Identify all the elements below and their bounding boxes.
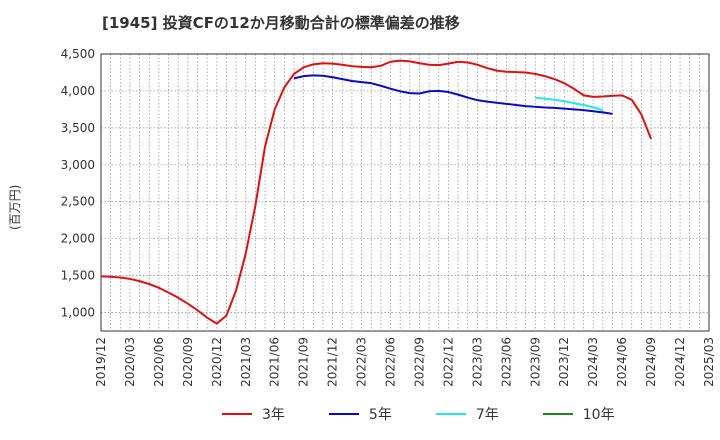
x-tick-label: 2023/12 bbox=[557, 337, 571, 387]
legend-swatch-5y bbox=[328, 413, 359, 415]
legend-label-7y: 7年 bbox=[475, 407, 499, 423]
series-line-1 bbox=[100, 59, 653, 325]
y-tick-label: 3,500 bbox=[61, 121, 95, 135]
x-tick-label: 2022/03 bbox=[355, 337, 369, 387]
x-tick-label: 2024/06 bbox=[615, 337, 629, 387]
chart-title: [1945] 投資CFの12か月移動合計の標準偏差の推移 bbox=[102, 14, 460, 32]
legend-item-5y: 5年 bbox=[328, 404, 392, 424]
y-tick-label: 1,500 bbox=[61, 269, 95, 283]
legend-label-5y: 5年 bbox=[368, 407, 392, 423]
legend: 3年 5年 7年 10年 bbox=[222, 404, 659, 424]
x-tick-label: 2024/12 bbox=[673, 337, 687, 387]
plot-frame bbox=[100, 53, 710, 332]
x-tick-label: 2022/06 bbox=[384, 337, 398, 387]
x-tick-label: 2025/03 bbox=[702, 337, 716, 387]
y-tick-label: 1,000 bbox=[61, 306, 95, 320]
x-tick-label: 2020/12 bbox=[210, 337, 224, 387]
y-tick-label: 3,000 bbox=[61, 158, 95, 172]
x-tick-label: 2022/09 bbox=[412, 337, 426, 387]
x-tick-label: 2024/09 bbox=[644, 337, 658, 387]
series-line-2 bbox=[293, 74, 613, 115]
legend-swatch-10y bbox=[542, 413, 573, 415]
x-tick-label: 2021/03 bbox=[239, 337, 253, 387]
y-tick-label: 4,000 bbox=[61, 84, 95, 98]
x-tick-label: 2023/09 bbox=[528, 337, 542, 387]
legend-label-3y: 3年 bbox=[262, 407, 285, 423]
x-tick-label: 2024/03 bbox=[586, 337, 600, 387]
x-tick-label: 2020/03 bbox=[123, 337, 137, 387]
legend-item-7y: 7年 bbox=[435, 404, 499, 424]
y-tick-label: 4,500 bbox=[61, 47, 95, 61]
x-tick-label: 2022/12 bbox=[441, 337, 455, 387]
x-tick-label: 2023/06 bbox=[499, 337, 513, 387]
x-tick-label: 2019/12 bbox=[94, 337, 108, 387]
legend-swatch-7y bbox=[435, 413, 466, 415]
x-tick-label: 2021/06 bbox=[268, 337, 282, 387]
series-line-3 bbox=[535, 96, 604, 112]
legend-label-10y: 10年 bbox=[582, 407, 615, 423]
y-tick-label: 2,500 bbox=[61, 195, 95, 209]
x-tick-label: 2020/06 bbox=[152, 337, 166, 387]
x-tick-label: 2020/09 bbox=[181, 337, 195, 387]
legend-swatch-3y bbox=[222, 413, 252, 415]
y-tick-label: 2,000 bbox=[61, 232, 95, 246]
legend-item-3y: 3年 bbox=[222, 404, 285, 424]
x-tick-label: 2021/09 bbox=[297, 337, 311, 387]
x-tick-label: 2023/03 bbox=[470, 337, 484, 387]
x-tick-label: 2021/12 bbox=[326, 337, 340, 387]
legend-item-10y: 10年 bbox=[542, 404, 615, 424]
